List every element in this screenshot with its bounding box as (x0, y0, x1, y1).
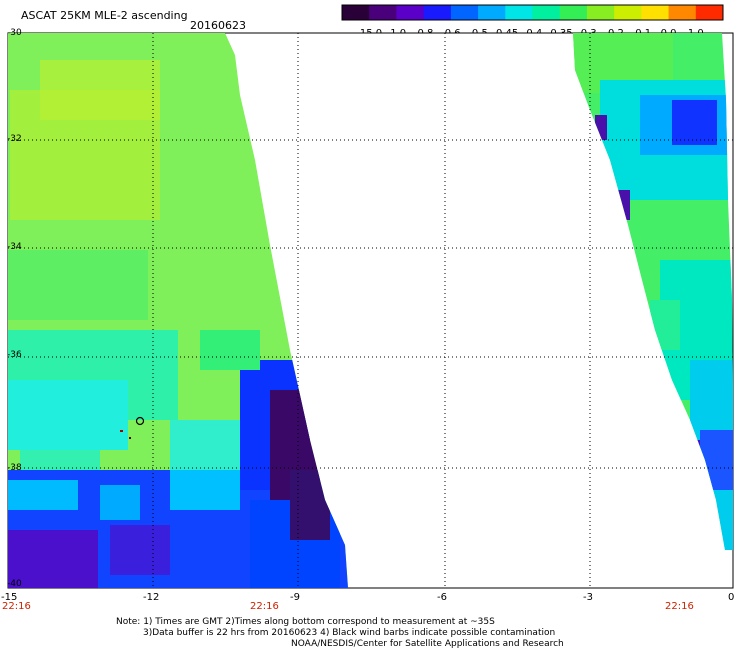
colorbar-swatch (532, 5, 561, 20)
pass-time-label: 22:16 (250, 601, 279, 612)
lat-label: -32 (7, 134, 22, 144)
lon-label: 0 (728, 592, 735, 603)
lat-label: -36 (7, 350, 22, 360)
colorbar-swatch (396, 5, 425, 20)
note-line-3: NOAA/NESDIS/Center for Satellite Applica… (291, 639, 564, 649)
wind-barb-marker (129, 437, 131, 439)
lat-label: -40 (7, 579, 22, 589)
colorbar-frame (341, 4, 724, 21)
colorbar-swatches (341, 4, 724, 21)
colorbar-swatch (505, 5, 533, 20)
colorbar-swatch (559, 5, 588, 20)
wind-barb-marker (120, 430, 123, 432)
product-date: 20160623 (190, 19, 246, 32)
lon-label: -6 (437, 592, 447, 603)
colorbar-swatch (641, 5, 670, 20)
lon-label: -15 (1, 592, 18, 603)
lon-label: -12 (143, 592, 160, 603)
pass-time-label: 22:16 (665, 601, 694, 612)
colorbar-swatch (423, 5, 452, 20)
colorbar-swatch (668, 5, 697, 20)
note-line-2: 3)Data buffer is 22 hrs from 20160623 4)… (143, 628, 556, 638)
lat-label: -34 (7, 242, 22, 252)
note-line-1: Note: 1) Times are GMT 2)Times along bot… (116, 617, 495, 627)
colorbar-swatch (614, 5, 642, 20)
colorbar-swatch (450, 5, 479, 20)
pass-time-label: 22:16 (2, 601, 31, 612)
product-title: ASCAT 25KM MLE-2 ascending (21, 9, 188, 22)
colorbar-swatch (478, 5, 506, 20)
colorbar-swatch (586, 5, 615, 20)
colorbar-swatch (695, 5, 724, 20)
colorbar-swatch (369, 5, 397, 20)
lat-label: -30 (7, 28, 22, 38)
lon-label: -9 (290, 592, 300, 603)
lon-label: -3 (583, 592, 593, 603)
colorbar-swatch (342, 5, 370, 20)
lat-label: -38 (7, 463, 22, 473)
wind-barb-marker (135, 416, 145, 426)
graticule (8, 33, 733, 588)
